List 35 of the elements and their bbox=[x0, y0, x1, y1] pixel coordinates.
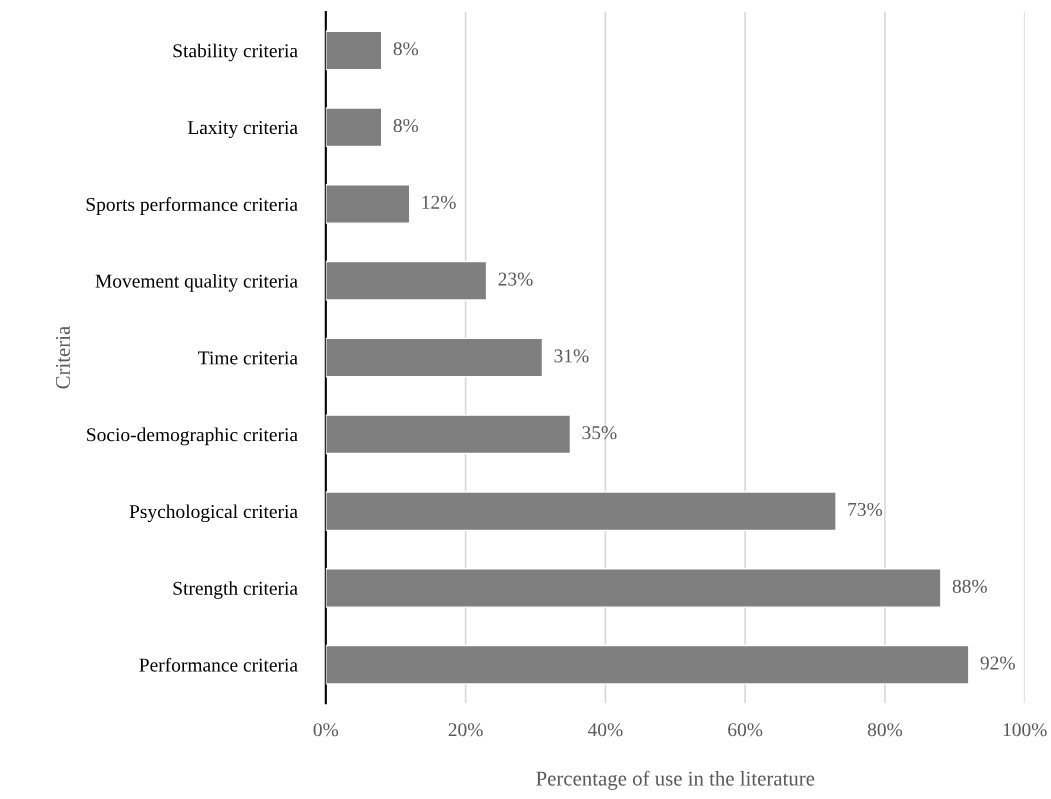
bar bbox=[325, 184, 411, 224]
data-label: 8% bbox=[393, 118, 419, 133]
y-tick-label: Psychological criteria bbox=[129, 504, 298, 523]
y-tick-label: Time criteria bbox=[198, 351, 298, 365]
bar bbox=[325, 491, 837, 532]
y-tick-label: Sports performance criteria bbox=[86, 197, 298, 215]
x-tick-label: 100% bbox=[1003, 723, 1047, 737]
y-tick-label: Socio-demographic criteria bbox=[87, 427, 298, 446]
data-label: 8% bbox=[393, 42, 419, 56]
x-tick-label: 0% bbox=[313, 723, 339, 737]
y-tick-label: Laxity criteria bbox=[187, 121, 298, 139]
data-label: 31% bbox=[554, 349, 589, 363]
y-tick-label: Performance criteria bbox=[139, 657, 298, 672]
x-tick-label: 40% bbox=[587, 723, 623, 737]
bar bbox=[325, 260, 488, 301]
data-label: 88% bbox=[952, 579, 987, 593]
y-tick-label: Stability criteria bbox=[173, 43, 298, 62]
y-tick-label: Movement quality criteria bbox=[95, 274, 298, 292]
data-label: 35% bbox=[582, 426, 617, 440]
y-axis-title: Criteria bbox=[55, 326, 70, 389]
data-label: 92% bbox=[980, 656, 1015, 670]
x-tick-label: 60% bbox=[728, 723, 763, 737]
bar bbox=[325, 414, 572, 455]
bar bbox=[325, 644, 970, 685]
data-label: 73% bbox=[848, 502, 883, 517]
x-axis-title: Percentage of use in the literature bbox=[536, 770, 815, 790]
y-tick-label: Strength criteria bbox=[173, 581, 298, 599]
data-label: 12% bbox=[422, 195, 456, 209]
bar bbox=[325, 568, 942, 608]
data-label: 23% bbox=[498, 272, 533, 286]
x-tick-label: 20% bbox=[448, 723, 483, 737]
bar bbox=[325, 107, 383, 148]
bar bbox=[325, 30, 383, 71]
bar bbox=[325, 337, 544, 378]
x-tick-label: 80% bbox=[867, 723, 903, 737]
